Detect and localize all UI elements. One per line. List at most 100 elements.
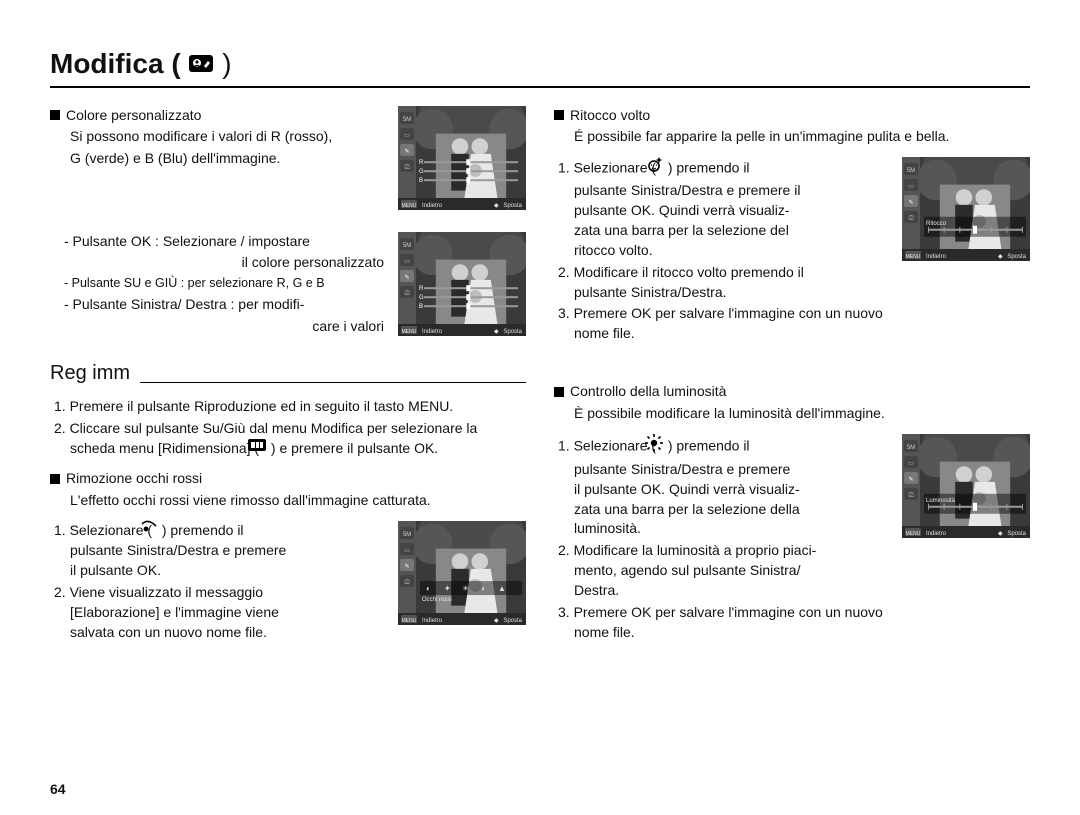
svg-text:⎚: ⎚ bbox=[909, 215, 914, 222]
svg-text:⎚: ⎚ bbox=[405, 290, 410, 297]
bullet-icon bbox=[50, 474, 60, 484]
screenshot-rgb-1: 5M ▭ ✎ ⎚ R bbox=[398, 106, 526, 210]
svg-text:✎: ✎ bbox=[404, 274, 409, 281]
svg-text:Indietro: Indietro bbox=[422, 203, 443, 209]
screenshot-rgb-2: 5M ▭ ✎ ⎚ R bbox=[398, 232, 526, 336]
svg-text:▭: ▭ bbox=[404, 133, 410, 139]
face-desc: É possibile far apparire la pelle in un'… bbox=[554, 127, 1030, 147]
svg-text:B: B bbox=[419, 178, 423, 184]
svg-text:◆: ◆ bbox=[494, 329, 499, 335]
bullet-icon bbox=[554, 110, 564, 120]
svg-text:Sposta: Sposta bbox=[503, 618, 522, 624]
svg-text:✎: ✎ bbox=[908, 476, 913, 483]
svg-text:⎚: ⎚ bbox=[909, 492, 914, 499]
bullet-icon bbox=[554, 387, 564, 397]
svg-text:◐: ◐ bbox=[426, 584, 431, 593]
svg-text:R: R bbox=[419, 286, 424, 292]
svg-text:⎚: ⎚ bbox=[405, 164, 410, 171]
custom-color-heading: Colore personalizzato bbox=[66, 107, 201, 123]
svg-text:MENU: MENU bbox=[906, 254, 921, 260]
face-s3: 3. Premere OK per salvare l'immagine con… bbox=[554, 304, 892, 344]
svg-text:Sposta: Sposta bbox=[503, 329, 522, 335]
svg-text:Indietro: Indietro bbox=[926, 531, 947, 537]
svg-text:☀: ☀ bbox=[462, 584, 469, 593]
svg-text:◆: ◆ bbox=[494, 618, 499, 624]
svg-text:⎚: ⎚ bbox=[405, 579, 410, 586]
redeye-desc: L'effetto occhi rossi viene rimosso dall… bbox=[50, 491, 526, 511]
svg-text:Ritocco: Ritocco bbox=[926, 221, 947, 227]
svg-text:▭: ▭ bbox=[404, 259, 410, 265]
face-s2: 2. Modificare il ritocco volto premendo … bbox=[554, 263, 892, 303]
bright-s2: 2. Modificare la luminosità a proprio pi… bbox=[554, 541, 892, 601]
svg-text:◑: ◑ bbox=[480, 584, 485, 593]
ok-line: - Pulsante OK : Selezionare / impostare bbox=[58, 232, 388, 252]
left-column: Colore personalizzato Si possono modific… bbox=[50, 106, 526, 659]
svg-text:▭: ▭ bbox=[404, 548, 410, 554]
svg-text:MENU: MENU bbox=[402, 329, 417, 335]
face-s1: 1. Selezionare ( ) premendo il pulsante … bbox=[554, 157, 892, 260]
lr-line2: care i valori bbox=[58, 317, 388, 337]
bright-s1: 1. Selezionare ( ) premendo il pulsante … bbox=[554, 434, 892, 539]
svg-text:5M: 5M bbox=[403, 532, 411, 538]
page-number: 64 bbox=[50, 781, 66, 797]
screenshot-redeye: 5M ▭ ✎ ⎚ ◐✦☀◑▲Occhi rossi MENU Indietro bbox=[398, 521, 526, 625]
redeye-s1: 1. Selezionare ( ) premendo il pulsante … bbox=[50, 521, 388, 581]
svg-text:5M: 5M bbox=[907, 445, 915, 451]
bright-heading: Controllo della luminosità bbox=[570, 383, 726, 399]
svg-text:Indietro: Indietro bbox=[926, 254, 947, 260]
regimm-heading-row: Reg imm bbox=[50, 359, 526, 387]
regimm-heading: Reg imm bbox=[50, 359, 140, 387]
redeye-block: 1. Selezionare ( ) premendo il pulsante … bbox=[50, 521, 526, 645]
edit-icon bbox=[188, 49, 214, 81]
svg-text:✦: ✦ bbox=[444, 584, 451, 593]
custom-color-controls: - Pulsante OK : Selezionare / impostare … bbox=[50, 232, 526, 339]
svg-text:✎: ✎ bbox=[404, 563, 409, 570]
svg-text:▭: ▭ bbox=[908, 184, 914, 190]
svg-text:✎: ✎ bbox=[908, 199, 913, 206]
svg-text:MENU: MENU bbox=[402, 203, 417, 209]
svg-text:✎: ✎ bbox=[404, 148, 409, 155]
svg-text:Indietro: Indietro bbox=[422, 618, 443, 624]
custom-color-desc1: Si possono modificare i valori di R (ros… bbox=[50, 127, 388, 147]
screenshot-face: 5M ▭ ✎ ⎚ Ritocco MENU Indietro ◆ S bbox=[902, 157, 1030, 261]
regimm-step1: 1. Premere il pulsante Riproduzione ed i… bbox=[50, 397, 526, 417]
updown-line: - Pulsante SU e GIÙ : per selezionare R,… bbox=[58, 275, 388, 293]
regimm-step2: 2. Cliccare sul pulsante Su/Giù dal menu… bbox=[50, 419, 526, 459]
redeye-s2: 2. Viene visualizzato il messaggio [Elab… bbox=[50, 583, 388, 643]
svg-text:▲: ▲ bbox=[498, 584, 506, 593]
right-column: Ritocco volto É possibile far apparire l… bbox=[554, 106, 1030, 659]
face-retouch-icon bbox=[660, 156, 664, 180]
svg-text:B: B bbox=[419, 304, 423, 310]
redeye-tool-icon bbox=[156, 520, 158, 540]
svg-text:5M: 5M bbox=[907, 168, 915, 174]
lr-line: - Pulsante Sinistra/ Destra : per modifi… bbox=[58, 295, 388, 315]
bright-block: 1. Selezionare ( ) premendo il pulsante … bbox=[554, 434, 1030, 645]
resize-icon bbox=[263, 438, 267, 458]
screenshot-bright: 5M ▭ ✎ ⎚ Luminosità MENU Indietro ◆ bbox=[902, 434, 1030, 538]
svg-text:MENU: MENU bbox=[402, 618, 417, 624]
svg-text:Sposta: Sposta bbox=[1007, 254, 1026, 260]
svg-text:▭: ▭ bbox=[908, 461, 914, 467]
face-block: 1. Selezionare ( ) premendo il pulsante … bbox=[554, 157, 1030, 346]
svg-text:◆: ◆ bbox=[998, 254, 1003, 260]
svg-text:MENU: MENU bbox=[906, 531, 921, 537]
svg-text:G: G bbox=[419, 295, 424, 301]
face-heading: Ritocco volto bbox=[570, 107, 650, 123]
page-title: Modifica ( ) bbox=[50, 48, 232, 82]
brightness-icon bbox=[660, 433, 664, 459]
custom-color-block: Colore personalizzato Si possono modific… bbox=[50, 106, 526, 210]
svg-text:5M: 5M bbox=[403, 117, 411, 123]
svg-text:Indietro: Indietro bbox=[422, 329, 443, 335]
svg-text:Sposta: Sposta bbox=[503, 203, 522, 209]
svg-text:◆: ◆ bbox=[494, 203, 499, 209]
bright-desc: È possibile modificare la luminosità del… bbox=[554, 404, 1030, 424]
ok-line2: il colore personalizzato bbox=[58, 253, 388, 273]
svg-text:Sposta: Sposta bbox=[1007, 531, 1026, 537]
custom-color-desc2: G (verde) e B (Blu) dell'immagine. bbox=[50, 149, 388, 169]
svg-text:5M: 5M bbox=[403, 243, 411, 249]
svg-text:R: R bbox=[419, 160, 424, 166]
redeye-heading: Rimozione occhi rossi bbox=[66, 470, 202, 486]
svg-text:G: G bbox=[419, 169, 424, 175]
bright-s3: 3. Premere OK per salvare l'immagine con… bbox=[554, 603, 892, 643]
bullet-icon bbox=[50, 110, 60, 120]
